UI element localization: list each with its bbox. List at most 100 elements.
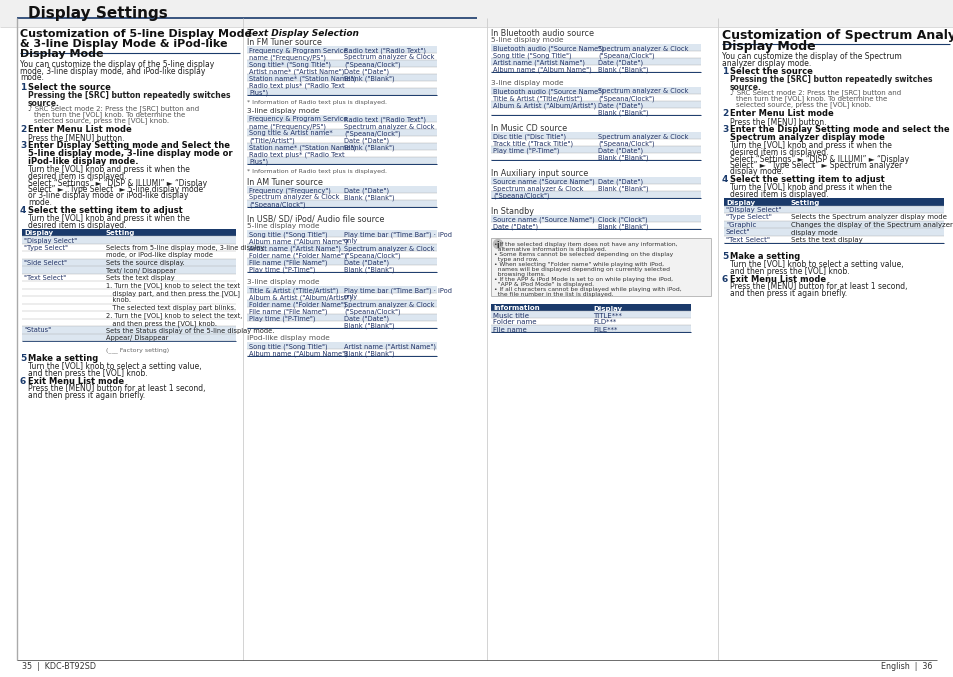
Bar xyxy=(247,200,436,207)
Text: analyzer display mode.: analyzer display mode. xyxy=(721,58,810,68)
Bar xyxy=(491,153,700,160)
Text: "Status": "Status" xyxy=(24,328,51,334)
Bar xyxy=(247,74,436,81)
Text: ("Speana/Clock"): ("Speana/Clock") xyxy=(344,253,400,259)
Text: Press the [MENU] button for at least 1 second,: Press the [MENU] button for at least 1 s… xyxy=(28,385,205,393)
Text: ("Speana/Clock"): ("Speana/Clock") xyxy=(344,131,400,137)
Text: Date ("Date"): Date ("Date") xyxy=(598,179,642,185)
Text: mode, 3-line display mode, and iPod-like display: mode, 3-line display mode, and iPod-like… xyxy=(20,66,205,76)
Text: ("Speana/Clock"): ("Speana/Clock") xyxy=(249,202,305,208)
Text: "APP & iPod Mode" is displayed.: "APP & iPod Mode" is displayed. xyxy=(494,282,594,287)
Bar xyxy=(22,326,235,334)
Text: Turn the [VOL] knob and press it when the: Turn the [VOL] knob and press it when th… xyxy=(729,183,891,192)
Bar xyxy=(491,108,700,115)
Bar xyxy=(491,318,690,325)
Text: Display Mode: Display Mode xyxy=(20,49,103,59)
Text: FILE***: FILE*** xyxy=(593,326,617,332)
Text: browsing items.: browsing items. xyxy=(494,272,545,277)
Bar xyxy=(247,265,436,272)
Text: ("Speana/Clock"): ("Speana/Clock") xyxy=(493,192,549,199)
Circle shape xyxy=(493,240,502,248)
Text: Press the [MENU] button.: Press the [MENU] button. xyxy=(729,118,825,127)
Text: 3-line display mode: 3-line display mode xyxy=(247,108,319,114)
Text: Enter Display Setting mode and Select the: Enter Display Setting mode and Select th… xyxy=(28,141,230,150)
Text: Sets the text display: Sets the text display xyxy=(106,275,174,281)
Text: Date ("Date"): Date ("Date") xyxy=(598,60,642,66)
Text: Blank ("Blank"): Blank ("Blank") xyxy=(344,351,395,357)
Text: and then press the [VOL] knob.: and then press the [VOL] knob. xyxy=(729,267,849,276)
Text: and then press it again briefly.: and then press it again briefly. xyxy=(729,289,846,298)
Text: source.: source. xyxy=(28,98,60,108)
Bar xyxy=(247,46,436,53)
Text: Blank ("Blank"): Blank ("Blank") xyxy=(598,66,648,73)
Text: Radio text plus* ("Radio Text: Radio text plus* ("Radio Text xyxy=(249,152,344,158)
Text: Blank ("Blank"): Blank ("Blank") xyxy=(344,76,395,82)
Text: Album & Artist ("Album/Artist"): Album & Artist ("Album/Artist") xyxy=(493,102,596,109)
Text: Turn the [VOL] knob and press it when the: Turn the [VOL] knob and press it when th… xyxy=(28,165,190,175)
Bar xyxy=(491,177,700,184)
Bar xyxy=(22,288,235,296)
Text: Title & Artist ("Title/Artist"): Title & Artist ("Title/Artist") xyxy=(493,95,582,102)
Bar xyxy=(491,311,690,318)
Text: display part, and then press the [VOL]: display part, and then press the [VOL] xyxy=(106,290,240,297)
Bar xyxy=(22,244,235,251)
Text: 5-line display mode, 3-line display mode or: 5-line display mode, 3-line display mode… xyxy=(28,150,233,158)
Bar xyxy=(22,303,235,311)
Text: only: only xyxy=(344,238,357,244)
Bar xyxy=(247,321,436,328)
Text: iPod-like display mode: iPod-like display mode xyxy=(247,335,330,341)
Text: Radio text plus* ("Radio Text: Radio text plus* ("Radio Text xyxy=(249,83,344,89)
Text: Clock ("Clock"): Clock ("Clock") xyxy=(598,217,647,223)
Text: 3-line display mode: 3-line display mode xyxy=(491,80,563,86)
Text: Date ("Date"): Date ("Date") xyxy=(344,68,389,75)
Text: Play time ("P-Time"): Play time ("P-Time") xyxy=(493,148,558,154)
Text: ("Speana/Clock"): ("Speana/Clock") xyxy=(344,62,400,68)
Text: Source name ("Source Name"): Source name ("Source Name") xyxy=(493,179,594,185)
Text: Pressing the [SRC] button repeatedly switches: Pressing the [SRC] button repeatedly swi… xyxy=(729,76,931,85)
Text: Spectrum analyzer display mode: Spectrum analyzer display mode xyxy=(729,133,884,142)
Text: 2: 2 xyxy=(721,110,727,118)
Text: Pressing the [SRC] button repeatedly switches: Pressing the [SRC] button repeatedly swi… xyxy=(28,91,231,100)
Text: Blank ("Blank"): Blank ("Blank") xyxy=(598,154,648,161)
Text: i: i xyxy=(497,242,498,250)
Text: Exit Menu List mode: Exit Menu List mode xyxy=(729,274,825,284)
Bar xyxy=(247,342,436,349)
Text: Plus"): Plus") xyxy=(249,158,268,165)
Text: Blank ("Blank"): Blank ("Blank") xyxy=(598,110,648,116)
Text: Song title ("Song Title"): Song title ("Song Title") xyxy=(249,232,327,238)
Text: 4: 4 xyxy=(721,175,727,185)
Bar xyxy=(491,132,700,139)
Text: knob.: knob. xyxy=(106,297,131,303)
Text: Album name ("Album Name"): Album name ("Album Name") xyxy=(249,238,348,245)
Bar xyxy=(723,236,943,243)
Bar xyxy=(247,115,436,122)
Text: "Display Select": "Display Select" xyxy=(725,207,781,213)
Text: Press the [MENU] button for at least 1 second,: Press the [MENU] button for at least 1 s… xyxy=(729,282,906,292)
Text: 4: 4 xyxy=(20,206,27,215)
Text: Frequency & Program Service: Frequency & Program Service xyxy=(249,47,347,53)
Text: "Text Select": "Text Select" xyxy=(725,237,769,243)
Bar xyxy=(491,65,700,72)
Bar xyxy=(247,53,436,60)
Text: names will be displayed depending on currently selected: names will be displayed depending on cur… xyxy=(494,267,669,272)
Bar xyxy=(247,251,436,258)
Text: 2: 2 xyxy=(20,125,27,135)
Text: Station name* ("Station Name"): Station name* ("Station Name") xyxy=(249,76,355,82)
Text: desired item is displayed.: desired item is displayed. xyxy=(28,221,127,230)
Bar xyxy=(491,44,700,51)
Text: then turn the [VOL] knob. To determine the: then turn the [VOL] knob. To determine t… xyxy=(735,95,886,102)
Text: Song title & Artist name*: Song title & Artist name* xyxy=(249,131,333,137)
Text: ("Speana/Clock"): ("Speana/Clock") xyxy=(598,95,654,102)
Text: Date ("Date"): Date ("Date") xyxy=(344,259,389,266)
Text: In Auxiliary input source: In Auxiliary input source xyxy=(491,169,588,178)
Text: Select the setting item to adjust: Select the setting item to adjust xyxy=(28,206,183,215)
Bar xyxy=(22,318,235,326)
Text: * Information of Radio text plus is displayed.: * Information of Radio text plus is disp… xyxy=(247,169,387,174)
Text: 5-line display mode: 5-line display mode xyxy=(247,223,319,229)
Bar xyxy=(247,150,436,157)
Text: Album & Artist ("Album/Artist"): Album & Artist ("Album/Artist") xyxy=(249,294,352,301)
Text: TITLE***: TITLE*** xyxy=(593,313,621,318)
Text: Spectrum analyzer & Clock: Spectrum analyzer & Clock xyxy=(344,123,434,129)
Text: Select": Select" xyxy=(725,230,750,236)
Text: then turn the [VOL] knob. To determine the: then turn the [VOL] knob. To determine t… xyxy=(34,112,185,118)
